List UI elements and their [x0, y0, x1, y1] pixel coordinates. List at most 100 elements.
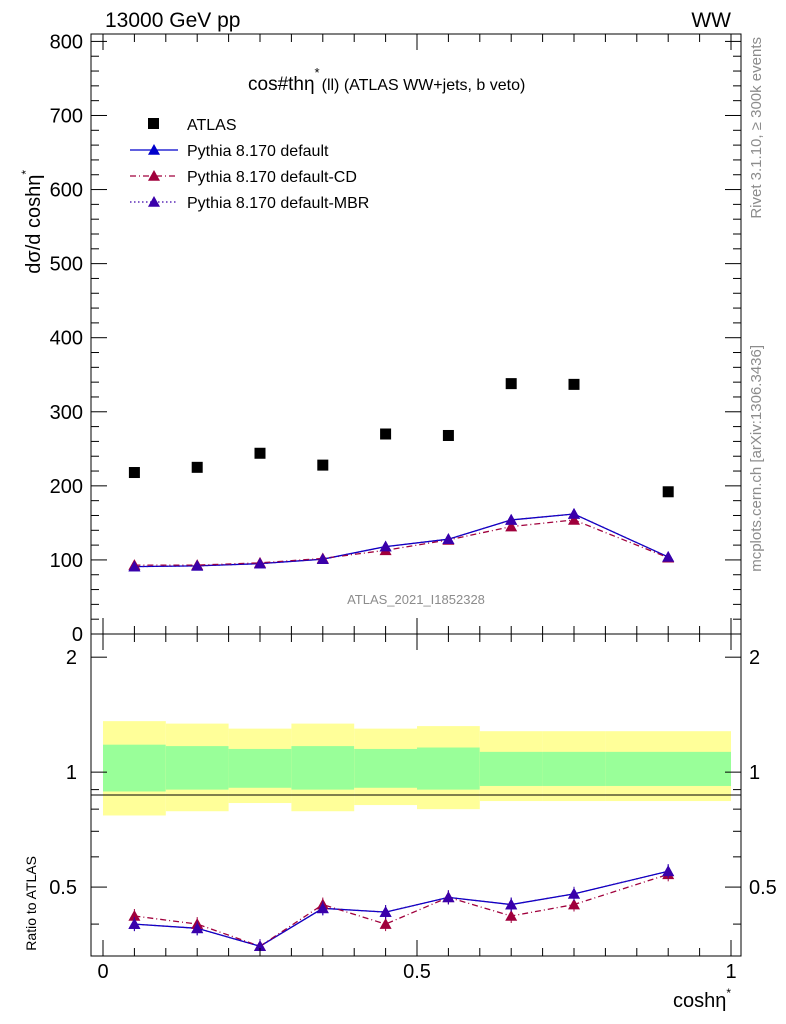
ratio-inner-band — [605, 751, 731, 786]
main-series-line-2 — [134, 519, 669, 566]
ratio-series-lines — [134, 870, 669, 947]
main-y-tick-label: 700 — [50, 105, 83, 127]
main-panel: 0 100 200 300 400 500 600 700 800 ATLAS_2021_I18… — [19, 31, 742, 646]
ratio-series-marker-2 — [254, 940, 266, 952]
ratio-series-line-1 — [134, 873, 669, 947]
main-y-label: dσ/d coshη* — [19, 170, 45, 274]
ratio-series-marker-1 — [505, 910, 518, 921]
main-x-ticks — [102, 34, 732, 634]
main-series-marker-3 — [254, 557, 266, 569]
main-series-marker-3 — [128, 560, 141, 572]
main-y-tick-label: 200 — [50, 476, 83, 498]
ratio-series-marker-2 — [442, 891, 455, 903]
main-series-marker-2 — [505, 520, 518, 532]
legend-label-1: Pythia 8.170 default — [187, 143, 329, 160]
energy-label: 13000 GeV pp — [105, 9, 240, 32]
ratio-inner-band — [165, 746, 229, 790]
legend-marker-3 — [148, 196, 160, 207]
ratio-y-tick-label-right: 1 — [749, 762, 760, 784]
atlas-data-point — [568, 378, 580, 390]
main-series-marker-2 — [568, 513, 580, 525]
x-axis-label-main: coshη — [673, 990, 726, 1012]
atlas-data-point — [317, 459, 329, 471]
ratio-inner-band — [228, 748, 292, 788]
ratio-y-tick-label: 0.5 — [49, 877, 77, 899]
main-series-marker-3 — [442, 533, 455, 544]
ratio-series-marker-2 — [662, 865, 675, 877]
main-y-tick-label: 300 — [50, 402, 83, 424]
main-y-tick-label: 500 — [50, 254, 83, 276]
legend-label-0: ATLAS — [187, 117, 237, 134]
main-series-marker-3 — [379, 540, 392, 552]
ratio-y-tick-label-right: 0.5 — [749, 877, 777, 899]
atlas-data-point — [254, 447, 266, 459]
ratio-series-marker-1 — [128, 910, 141, 921]
atlas-data-point — [380, 428, 392, 440]
main-series-line-1 — [134, 513, 669, 568]
main-series-lines — [134, 513, 669, 568]
legend-label-3: Pythia 8.170 default-MBR — [187, 195, 369, 212]
ratio-y-tick-label: 1 — [66, 762, 77, 784]
x-tick-label: 0 — [97, 961, 108, 983]
main-series-marker-3 — [191, 559, 204, 571]
ratio-series-marker-2 — [379, 906, 392, 917]
main-series-markers — [128, 378, 675, 572]
ratio-series-marker-2 — [316, 902, 329, 914]
chart-title-sup: * — [315, 65, 320, 80]
ratio-inner-band — [542, 751, 606, 786]
x-axis-label-sup: * — [726, 986, 731, 1000]
main-y-tick-label: 100 — [50, 550, 83, 572]
ratio-series-marker-2 — [568, 887, 580, 899]
ratio-y-tick-label-right: 2 — [749, 647, 760, 669]
analysis-watermark: ATLAS_2021_I1852328 — [347, 592, 485, 607]
legend-marker-2 — [148, 170, 160, 181]
chart-title: cos#thη*(ll) (ATLAS WW+jets, b veto) — [248, 65, 525, 95]
rivet-label: Rivet 3.1.10, ≥ 300k events — [748, 37, 765, 219]
legend-marker-atlas — [148, 118, 159, 129]
ratio-x-ticks: 0 0.5 1 — [97, 634, 737, 983]
ratio-series-marker-2 — [505, 898, 518, 910]
ratio-inner-band — [479, 751, 543, 786]
chart-title-main: cos#thη — [248, 74, 315, 95]
ratio-series-marker-1 — [568, 898, 580, 910]
mcplots-label: mcplots.cern.ch [arXiv:1306.3436] — [748, 345, 765, 572]
main-series-marker-3 — [505, 513, 518, 525]
chart-title-rest: (ll) (ATLAS WW+jets, b veto) — [322, 77, 526, 94]
main-y-label-main: dσ/d coshη — [23, 175, 45, 274]
ratio-series-markers — [128, 864, 675, 954]
x-tick-label: 0.5 — [403, 961, 431, 983]
ratio-inner-band — [103, 744, 166, 792]
atlas-data-point — [442, 429, 454, 441]
ratio-series-marker-2 — [191, 922, 204, 934]
main-y-tick-label: 800 — [50, 31, 83, 53]
ratio-y-ticks: 0.5 0.5 1 1 2 2 — [49, 647, 777, 925]
legend: ATLAS Pythia 8.170 default Pythia 8.170 de… — [130, 117, 369, 212]
ratio-frame — [90, 633, 742, 957]
legend-marker-1 — [148, 144, 160, 155]
main-series-marker-3 — [662, 550, 675, 562]
main-series-marker-3 — [568, 508, 580, 519]
main-y-tick-label: 600 — [50, 180, 83, 202]
x-axis-label: coshη* — [673, 986, 731, 1012]
ratio-series-line-2 — [134, 870, 669, 947]
ratio-uncertainty-bands — [103, 721, 731, 816]
atlas-data-point — [662, 486, 674, 498]
ratio-series-marker-2 — [128, 918, 141, 929]
main-y-tick-label: 400 — [50, 328, 83, 350]
ratio-inner-band — [354, 748, 417, 788]
main-y-tick-label: 0 — [72, 624, 83, 646]
main-y-label-sup: * — [19, 170, 33, 175]
main-series-marker-3 — [316, 553, 329, 564]
x-tick-label: 1 — [725, 961, 736, 983]
ratio-inner-band — [417, 747, 480, 790]
main-series-line-3 — [134, 513, 669, 568]
main-y-ticks: 0 100 200 300 400 500 600 700 800 — [50, 31, 741, 646]
ratio-inner-band — [291, 746, 355, 790]
atlas-data-point — [128, 467, 140, 479]
process-label: WW — [691, 9, 731, 32]
atlas-data-point — [505, 378, 517, 390]
ratio-y-tick-label: 2 — [66, 647, 77, 669]
ratio-panel: 0.5 0.51 12 2 0 0.5 1 Ratio to ATLAS coshη* — [23, 633, 777, 1012]
legend-label-2: Pythia 8.170 default-CD — [187, 169, 357, 186]
